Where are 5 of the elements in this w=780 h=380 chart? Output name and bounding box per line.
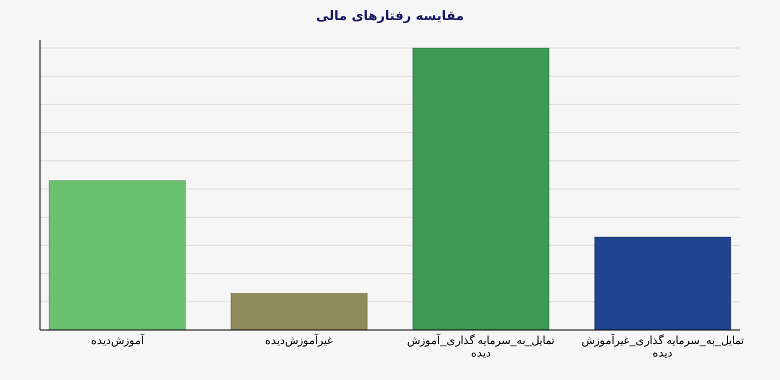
chart-title: مقایسه رفتارهای مالی bbox=[316, 9, 464, 24]
x-tick-label: تمایل_به_سرمایه گذاری_غیرآموزش دیده bbox=[582, 334, 744, 360]
x-tick-label: غیرآموزش‌دیده bbox=[265, 334, 334, 347]
x-tick-label: تمایل_به_سرمایه گذاری_آموزش دیده bbox=[407, 334, 555, 360]
x-tick-label: آموزش‌دیده bbox=[90, 334, 145, 347]
